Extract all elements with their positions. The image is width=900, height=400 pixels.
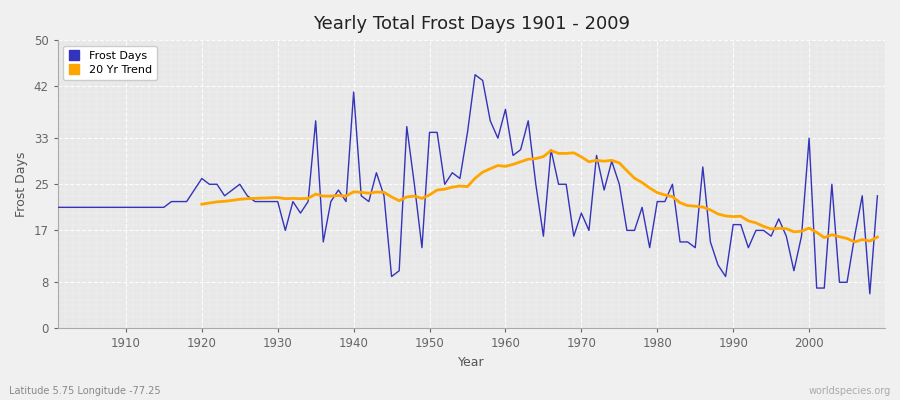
X-axis label: Year: Year	[458, 356, 484, 369]
20 Yr Trend	[287, 196, 298, 201]
20 Yr Trend	[196, 202, 207, 206]
20 Yr Trend	[850, 240, 860, 244]
Frost Days	[112, 205, 123, 210]
Frost Days	[280, 228, 291, 233]
Frost Days	[52, 205, 63, 210]
Text: Latitude 5.75 Longitude -77.25: Latitude 5.75 Longitude -77.25	[9, 386, 160, 396]
20 Yr Trend	[401, 194, 412, 199]
Y-axis label: Frost Days: Frost Days	[15, 152, 28, 217]
20 Yr Trend	[766, 226, 777, 231]
20 Yr Trend	[857, 237, 868, 242]
Frost Days	[598, 188, 609, 192]
Legend: Frost Days, 20 Yr Trend: Frost Days, 20 Yr Trend	[63, 46, 158, 80]
Frost Days	[872, 193, 883, 198]
Line: Frost Days: Frost Days	[58, 75, 878, 294]
20 Yr Trend	[675, 200, 686, 205]
Title: Yearly Total Frost Days 1901 - 2009: Yearly Total Frost Days 1901 - 2009	[313, 15, 630, 33]
20 Yr Trend	[781, 226, 792, 231]
Frost Days	[500, 107, 511, 112]
Frost Days	[326, 199, 337, 204]
20 Yr Trend	[545, 148, 556, 153]
20 Yr Trend	[872, 235, 883, 240]
Frost Days	[864, 292, 875, 296]
Frost Days	[508, 153, 518, 158]
Frost Days	[470, 72, 481, 77]
Line: 20 Yr Trend: 20 Yr Trend	[202, 150, 878, 242]
Text: worldspecies.org: worldspecies.org	[809, 386, 891, 396]
